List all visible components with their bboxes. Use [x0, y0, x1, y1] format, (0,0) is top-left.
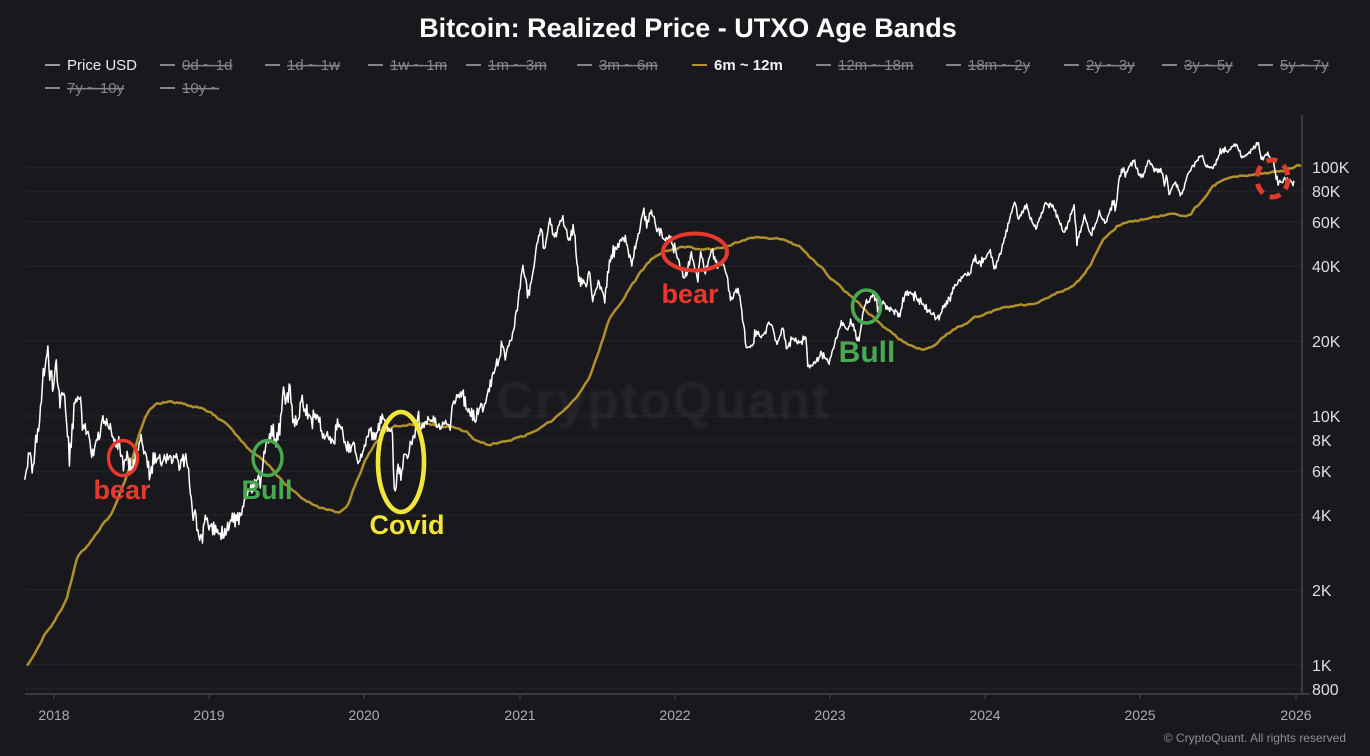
svg-text:8K: 8K — [1312, 433, 1332, 450]
svg-text:4K: 4K — [1312, 508, 1332, 525]
svg-text:2024: 2024 — [969, 707, 1000, 723]
svg-text:© CryptoQuant. All rights rese: © CryptoQuant. All rights reserved — [1164, 731, 1346, 745]
svg-text:800: 800 — [1312, 682, 1339, 699]
svg-text:100K: 100K — [1312, 160, 1350, 177]
svg-text:Covid: Covid — [369, 510, 444, 540]
svg-text:10K: 10K — [1312, 409, 1341, 426]
svg-text:1K: 1K — [1312, 658, 1332, 675]
svg-text:40K: 40K — [1312, 259, 1341, 276]
svg-text:CryptoQuant: CryptoQuant — [496, 372, 830, 430]
svg-text:6K: 6K — [1312, 464, 1332, 481]
svg-text:18m ~ 2y: 18m ~ 2y — [968, 57, 1031, 74]
svg-text:3y ~ 5y: 3y ~ 5y — [1184, 57, 1233, 74]
svg-text:1m ~ 3m: 1m ~ 3m — [488, 57, 547, 74]
svg-text:2020: 2020 — [348, 707, 379, 723]
svg-text:2018: 2018 — [38, 707, 69, 723]
svg-text:5y ~ 7y: 5y ~ 7y — [1280, 57, 1329, 74]
svg-text:2026: 2026 — [1280, 707, 1311, 723]
svg-text:12m ~ 18m: 12m ~ 18m — [838, 57, 913, 74]
svg-text:6m ~ 12m: 6m ~ 12m — [714, 57, 783, 74]
svg-text:bear: bear — [93, 475, 151, 505]
svg-text:2025: 2025 — [1124, 707, 1155, 723]
svg-text:2021: 2021 — [504, 707, 535, 723]
svg-text:2023: 2023 — [814, 707, 845, 723]
svg-text:1w ~ 1m: 1w ~ 1m — [390, 57, 447, 74]
svg-text:2y ~ 3y: 2y ~ 3y — [1086, 57, 1135, 74]
svg-text:bear: bear — [661, 279, 719, 309]
svg-text:3m ~ 6m: 3m ~ 6m — [599, 57, 658, 74]
svg-text:2019: 2019 — [193, 707, 224, 723]
svg-text:Bitcoin: Realized Price - UTXO: Bitcoin: Realized Price - UTXO Age Bands — [419, 13, 957, 43]
svg-text:0d ~ 1d: 0d ~ 1d — [182, 57, 232, 74]
svg-text:10y ~: 10y ~ — [182, 80, 219, 97]
svg-text:2K: 2K — [1312, 583, 1332, 600]
svg-text:20K: 20K — [1312, 334, 1341, 351]
svg-text:Price USD: Price USD — [67, 57, 137, 74]
svg-text:80K: 80K — [1312, 184, 1341, 201]
svg-text:1d ~ 1w: 1d ~ 1w — [287, 57, 340, 74]
svg-text:7y ~ 10y: 7y ~ 10y — [67, 80, 125, 97]
svg-text:60K: 60K — [1312, 215, 1341, 232]
svg-text:2022: 2022 — [659, 707, 690, 723]
svg-text:Bull: Bull — [839, 336, 896, 369]
svg-text:Bull: Bull — [242, 475, 293, 505]
